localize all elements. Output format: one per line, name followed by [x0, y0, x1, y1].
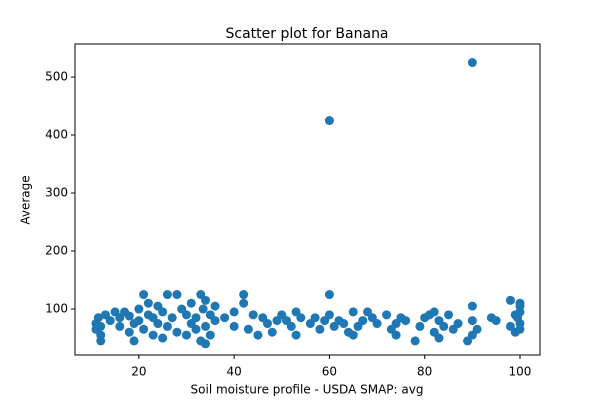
point: [229, 307, 239, 317]
point: [444, 310, 454, 320]
point: [239, 290, 249, 300]
plot-area: [91, 58, 525, 349]
point: [105, 316, 115, 326]
axes-frame: [74, 43, 541, 356]
point: [467, 58, 477, 68]
point: [153, 319, 163, 329]
point: [239, 298, 249, 308]
point: [348, 307, 358, 317]
y-tick-label: 200: [45, 244, 68, 258]
point: [391, 330, 401, 340]
point: [339, 319, 349, 329]
point: [172, 290, 182, 300]
point: [415, 321, 425, 331]
point: [315, 324, 325, 334]
point: [401, 316, 411, 326]
point: [324, 116, 334, 126]
x-axis-label: Soil moisture profile - USDA SMAP: avg: [191, 383, 424, 397]
point: [310, 313, 320, 323]
point: [372, 319, 382, 329]
point: [191, 313, 201, 323]
point: [513, 313, 523, 323]
point: [134, 304, 144, 314]
point: [210, 316, 220, 326]
point: [167, 313, 177, 323]
point: [505, 295, 515, 305]
point: [139, 290, 149, 300]
point: [143, 298, 153, 308]
point: [348, 330, 358, 340]
point: [358, 316, 368, 326]
y-axis-label: Average: [19, 175, 33, 224]
point: [205, 330, 215, 340]
point: [291, 330, 301, 340]
point: [515, 301, 525, 311]
point: [158, 307, 168, 317]
point: [124, 327, 134, 337]
x-tick-label: 40: [226, 365, 241, 379]
y-tick-label: 100: [45, 302, 68, 316]
y-tick-label: 300: [45, 186, 68, 200]
point: [286, 321, 296, 331]
y-tick-label: 400: [45, 128, 68, 142]
y-tick-label: 500: [45, 70, 68, 84]
point: [434, 333, 444, 343]
x-tick-label: 20: [131, 365, 146, 379]
point: [115, 321, 125, 331]
point: [201, 339, 211, 349]
point: [129, 336, 139, 346]
point: [472, 324, 482, 334]
point: [201, 295, 211, 305]
point: [243, 324, 253, 334]
point: [162, 290, 172, 300]
point: [453, 319, 463, 329]
point: [248, 310, 258, 320]
point: [210, 301, 220, 311]
point: [139, 324, 149, 334]
point: [467, 316, 477, 326]
chart-title: Scatter plot for Banana: [225, 26, 388, 42]
point: [158, 333, 168, 343]
point: [467, 301, 477, 311]
point: [267, 327, 277, 337]
x-tick-label: 60: [322, 365, 337, 379]
point: [429, 307, 439, 317]
point: [148, 330, 158, 340]
point: [229, 321, 239, 331]
point: [382, 310, 392, 320]
point: [262, 319, 272, 329]
point: [162, 321, 172, 331]
point: [324, 310, 334, 320]
point: [96, 321, 106, 331]
point: [491, 316, 501, 326]
point: [410, 336, 420, 346]
point: [439, 321, 449, 331]
point: [198, 304, 208, 314]
point: [515, 324, 525, 334]
point: [93, 313, 103, 323]
point: [296, 313, 306, 323]
x-tick-label: 100: [509, 365, 532, 379]
point: [324, 290, 334, 300]
point: [124, 311, 134, 321]
point: [191, 324, 201, 334]
point: [220, 313, 230, 323]
point: [181, 310, 191, 320]
point: [172, 327, 182, 337]
point: [186, 298, 196, 308]
point: [134, 316, 144, 326]
point: [253, 330, 263, 340]
point: [201, 321, 211, 331]
point: [181, 330, 191, 340]
x-tick-label: 80: [417, 365, 432, 379]
point: [96, 336, 106, 346]
